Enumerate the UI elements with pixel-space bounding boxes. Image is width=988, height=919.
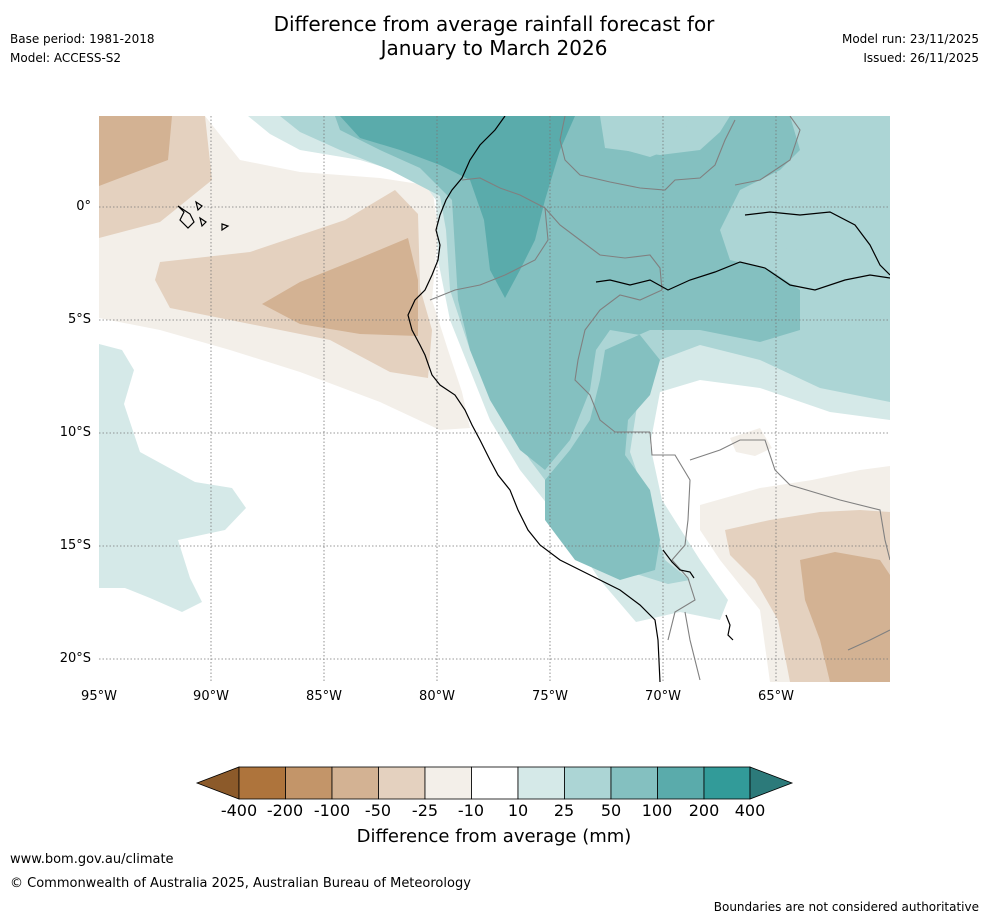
wet-region-amazon-100 [340,116,575,298]
colorbar-tick: 400 [734,801,766,820]
title-line-2: January to March 2026 [380,36,608,60]
lat-label-20s: 20°S [59,651,91,666]
lon-label-75w: 75°W [532,689,568,704]
wet-region-amazon-inner [610,116,820,250]
lon-label-65w: 65°W [758,689,794,704]
colorbar [195,766,794,800]
wet-region-pacific [99,344,246,612]
colorbar-extend-high [749,766,794,800]
country-borders [429,116,890,681]
colorbar-swatch-9 [610,766,658,800]
colorbar-swatch-5 [424,766,472,800]
model-name: Model: ACCESS-S2 [10,51,122,65]
colorbar-tick: 10 [507,801,529,820]
map-title: Difference from average rainfall forecas… [0,12,988,60]
colorbar-tick: -100 [313,801,351,820]
colorbar-tick: -50 [364,801,392,820]
colorbar-swatch-11 [703,766,751,800]
lat-label-5s: 5°S [67,312,91,327]
map-field [99,116,890,682]
colorbar-tick: 100 [641,801,673,820]
lon-label-95w: 95°W [81,689,117,704]
colorbar-swatch-3 [331,766,379,800]
lon-label-80w: 80°W [419,689,455,704]
colorbar-title: Difference from average (mm) [356,826,632,847]
colorbar-tick: -200 [266,801,304,820]
base-period: Base period: 1981-2018 [10,32,155,46]
colorbar-swatch-7 [517,766,565,800]
colorbar-tick: -10 [457,801,485,820]
footer-url[interactable]: www.bom.gov.au/climate [10,852,174,867]
lon-label-85w: 85°W [306,689,342,704]
colorbar-tick: 25 [553,801,575,820]
colorbar-extend-low [195,766,240,800]
lon-label-90w: 90°W [193,689,229,704]
colorbar-tick: -25 [411,801,439,820]
colorbar-swatch-6 [471,766,519,800]
footer-disclaimer: Boundaries are not considered authoritat… [713,900,979,914]
lat-label-0: 0° [76,199,91,214]
lon-label-70w: 70°W [645,689,681,704]
colorbar-swatch-2 [285,766,333,800]
colorbar-tick: 200 [688,801,720,820]
colorbar-swatch-1 [238,766,286,800]
lat-label-10s: 10°S [59,425,91,440]
issued-date: Issued: 26/11/2025 [863,51,979,65]
footer-copyright: © Commonwealth of Australia 2025, Austra… [10,876,471,891]
colorbar-tick: -400 [220,801,258,820]
model-run: Model run: 23/11/2025 [841,32,979,46]
wet-region-amazon-50 [335,116,800,580]
dry-region-south-50 [800,552,890,682]
lat-label-15s: 15°S [59,538,91,553]
coastline [177,116,890,682]
colorbar-tick: 50 [600,801,622,820]
colorbar-swatch-8 [564,766,612,800]
title-line-1: Difference from average rainfall forecas… [273,12,715,36]
colorbar-swatch-10 [657,766,705,800]
colorbar-swatch-4 [378,766,426,800]
dry-region-pacific-50 [99,116,418,336]
graticule [99,116,890,682]
